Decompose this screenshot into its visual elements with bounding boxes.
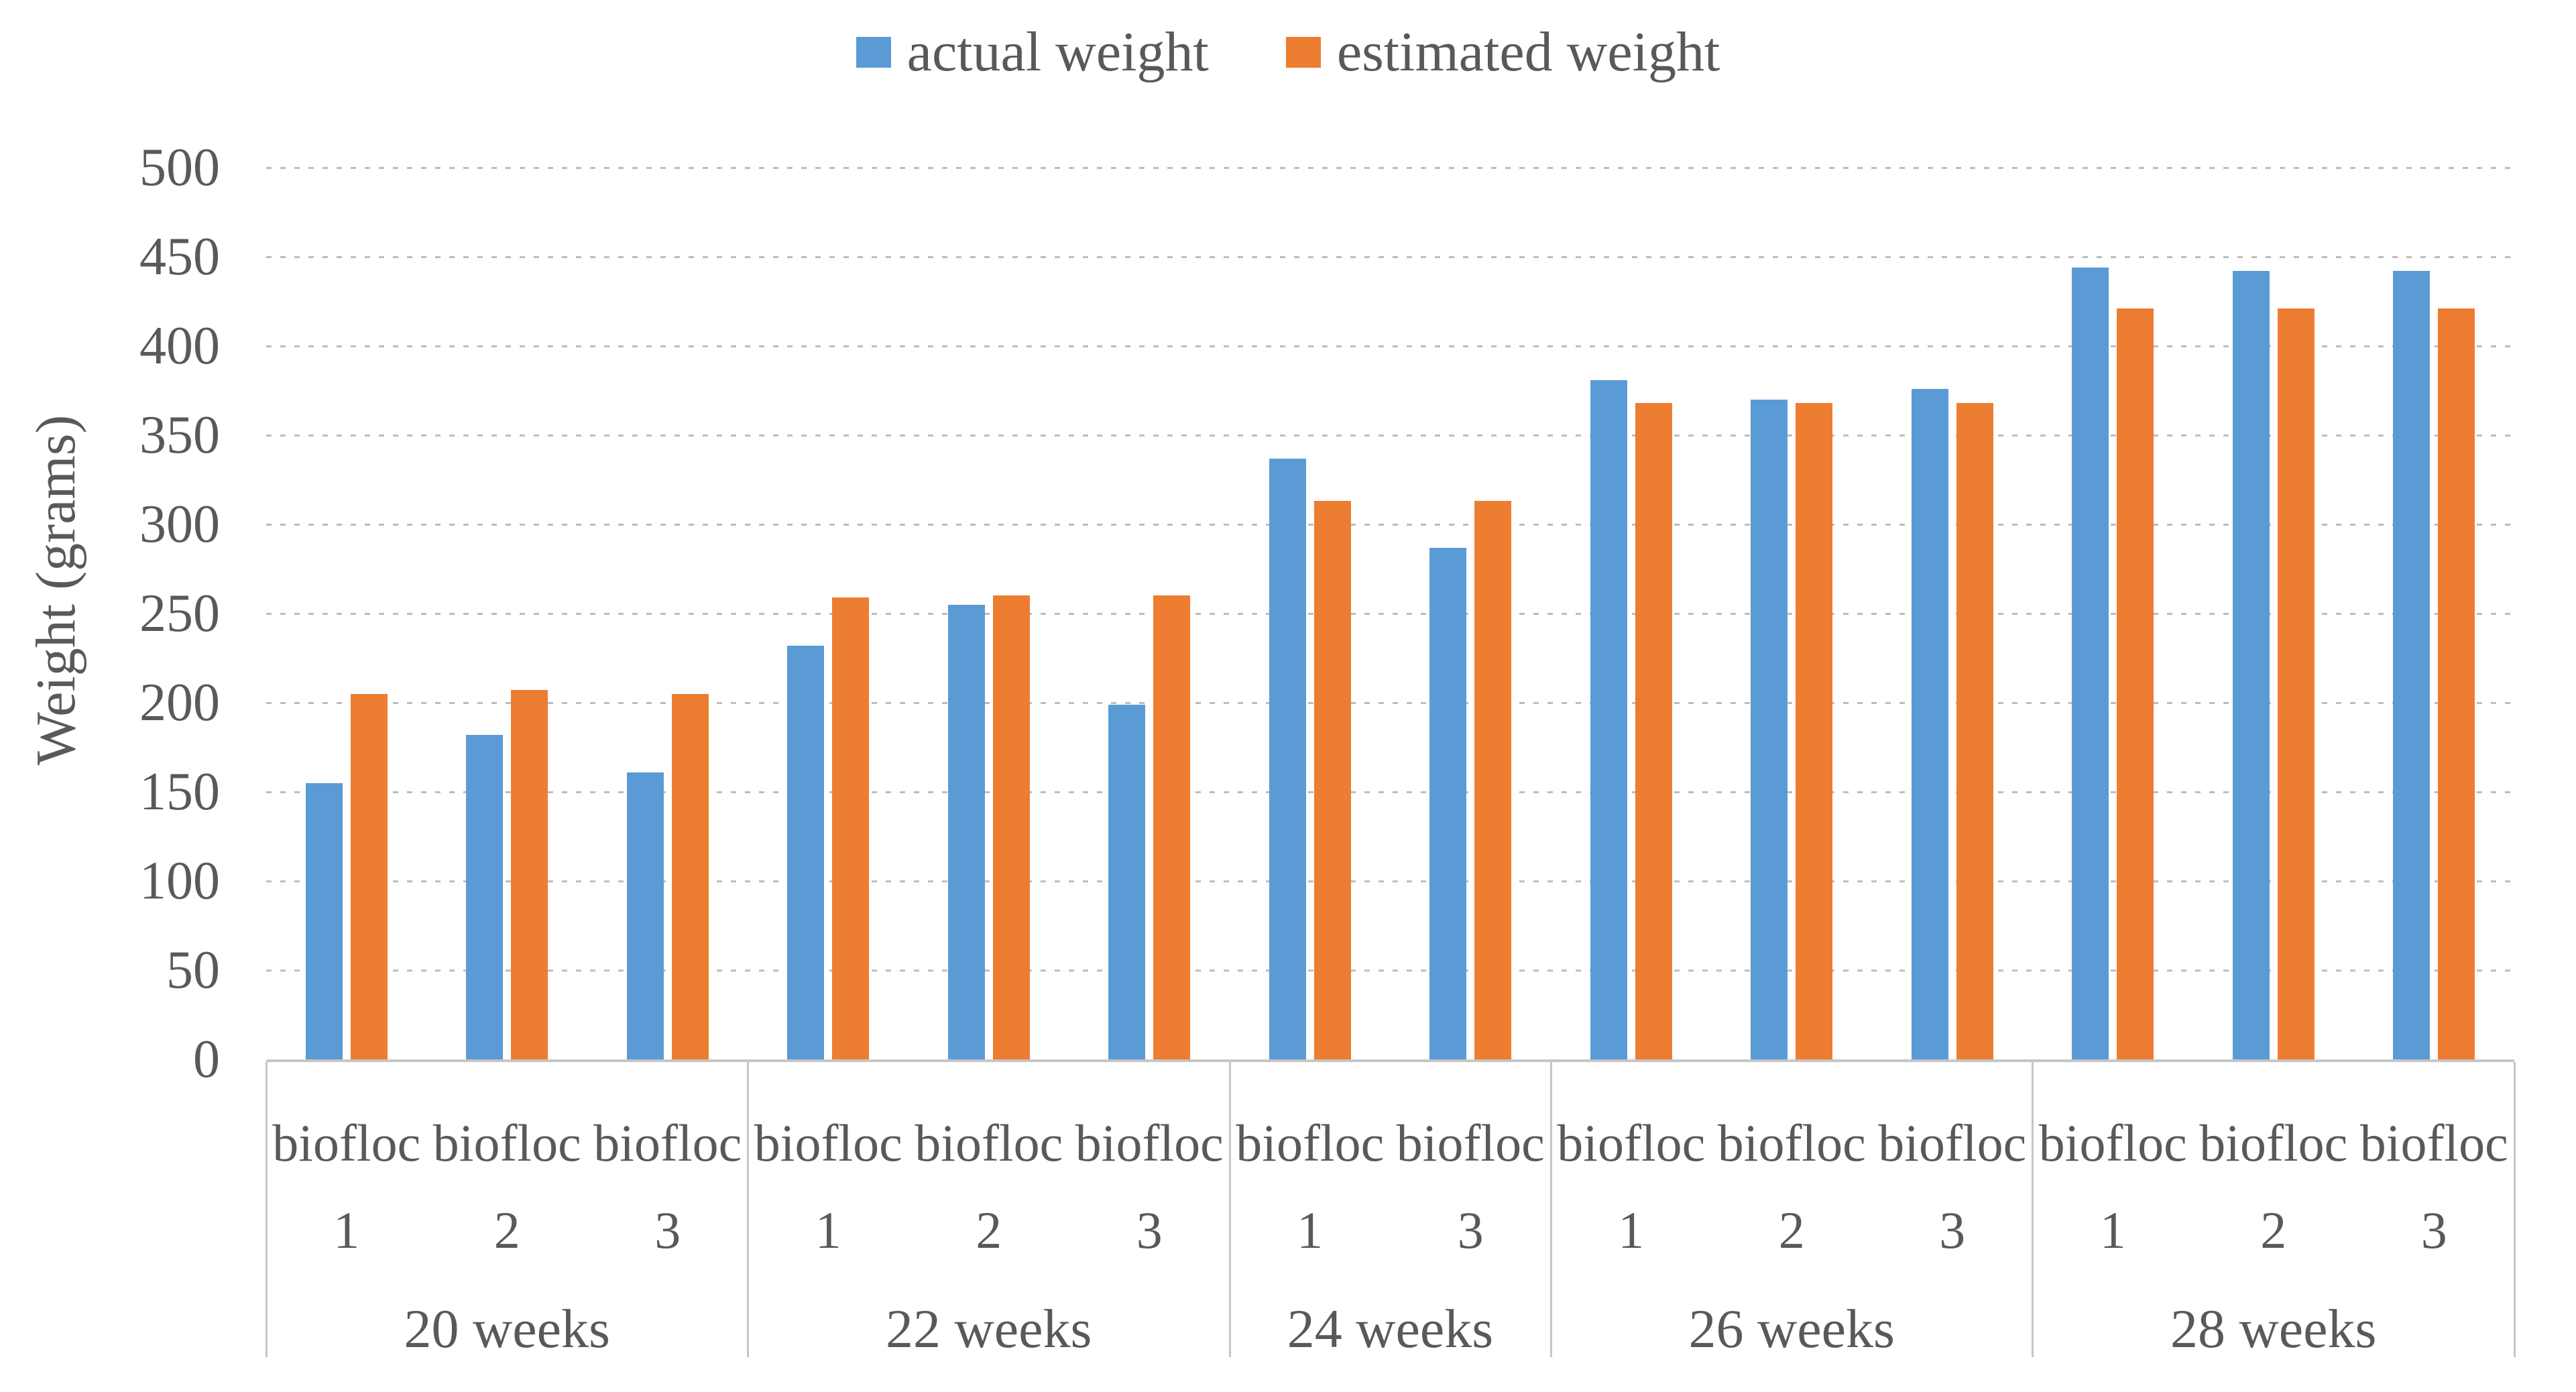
legend-swatch-actual-weight — [856, 37, 891, 68]
y-tick-label-100: 100 — [139, 852, 220, 911]
x-number-24-weeks-1: 1 — [1297, 1201, 1324, 1259]
bar-actual-weight-22-weeks-biofloc-3 — [1108, 704, 1146, 1059]
gridline-400 — [266, 345, 2514, 347]
gridline-300 — [266, 523, 2514, 526]
legend: actual weight estimated weight — [0, 12, 2576, 93]
y-tick-label-150: 150 — [139, 762, 220, 821]
axis-separator-1 — [747, 1062, 749, 1357]
y-tick-label-350: 350 — [139, 406, 220, 465]
x-number-22-weeks-2: 2 — [976, 1201, 1002, 1259]
bar-actual-weight-26-weeks-biofloc-3 — [1911, 388, 1948, 1059]
bar-estimated-weight-28-weeks-biofloc-2 — [2277, 308, 2315, 1059]
y-tick-label-450: 450 — [139, 227, 220, 286]
x-group-label-24-weeks: 24 weeks — [1287, 1298, 1494, 1359]
legend-label-actual-weight: actual weight — [906, 21, 1209, 83]
legend-item-actual-weight: actual weight — [856, 24, 1209, 80]
axis-separator-2 — [1228, 1062, 1231, 1357]
x-group-label-22-weeks: 22 weeks — [886, 1298, 1092, 1359]
y-tick-label-200: 200 — [139, 673, 220, 732]
x-number-22-weeks-1: 1 — [815, 1201, 841, 1259]
bar-estimated-weight-22-weeks-biofloc-3 — [1153, 595, 1191, 1059]
bar-estimated-weight-22-weeks-biofloc-1 — [832, 597, 870, 1059]
x-number-20-weeks-3: 3 — [654, 1201, 681, 1259]
axis-separator-4 — [2032, 1062, 2034, 1357]
gridline-450 — [266, 255, 2514, 258]
x-label-20-weeks-biofloc-2: biofloc — [432, 1114, 581, 1172]
bar-estimated-weight-26-weeks-biofloc-3 — [1956, 403, 1993, 1059]
x-label-28-weeks-biofloc-2: biofloc — [2199, 1114, 2348, 1172]
bar-actual-weight-20-weeks-biofloc-3 — [626, 772, 664, 1059]
bar-actual-weight-28-weeks-biofloc-3 — [2393, 271, 2431, 1059]
x-label-26-weeks-biofloc-1: biofloc — [1557, 1114, 1706, 1172]
x-group-label-20-weeks: 20 weeks — [404, 1298, 610, 1359]
legend-item-estimated-weight: estimated weight — [1285, 21, 1720, 83]
bar-estimated-weight-26-weeks-biofloc-1 — [1635, 403, 1672, 1059]
x-label-22-weeks-biofloc-2: biofloc — [915, 1114, 1063, 1172]
x-axis-line — [266, 1059, 2514, 1062]
x-label-28-weeks-biofloc-1: biofloc — [2038, 1114, 2187, 1172]
bar-estimated-weight-24-weeks-biofloc-3 — [1474, 501, 1512, 1059]
x-label-22-weeks-biofloc-3: biofloc — [1075, 1114, 1224, 1172]
bar-actual-weight-22-weeks-biofloc-1 — [787, 645, 825, 1059]
x-number-22-weeks-3: 3 — [1136, 1201, 1163, 1259]
gridline-500 — [266, 166, 2514, 169]
bar-estimated-weight-24-weeks-biofloc-1 — [1313, 501, 1351, 1059]
gridline-200 — [266, 701, 2514, 704]
bar-actual-weight-24-weeks-biofloc-3 — [1429, 547, 1467, 1059]
axis-separator-5 — [2513, 1062, 2516, 1357]
x-number-24-weeks-3: 3 — [1457, 1201, 1484, 1259]
bar-estimated-weight-28-weeks-biofloc-1 — [2117, 308, 2154, 1059]
y-tick-label-250: 250 — [139, 584, 220, 643]
axis-separator-3 — [1549, 1062, 1552, 1357]
y-tick-label-0: 0 — [193, 1030, 220, 1089]
gridline-150 — [266, 791, 2514, 793]
gridline-100 — [266, 880, 2514, 882]
gridline-50 — [266, 969, 2514, 972]
bar-actual-weight-20-weeks-biofloc-2 — [466, 734, 504, 1059]
x-number-28-weeks-1: 1 — [2099, 1201, 2126, 1259]
x-group-label-28-weeks: 28 weeks — [2170, 1298, 2377, 1359]
x-number-28-weeks-2: 2 — [2260, 1201, 2287, 1259]
bar-actual-weight-20-weeks-biofloc-1 — [305, 782, 343, 1059]
x-number-26-weeks-3: 3 — [1939, 1201, 1966, 1259]
x-label-22-weeks-biofloc-1: biofloc — [754, 1114, 902, 1172]
bar-actual-weight-26-weeks-biofloc-2 — [1751, 399, 1788, 1059]
bar-estimated-weight-26-weeks-biofloc-2 — [1796, 403, 1833, 1059]
bar-estimated-weight-22-weeks-biofloc-2 — [992, 595, 1030, 1059]
gridline-250 — [266, 612, 2514, 615]
bar-actual-weight-22-weeks-biofloc-2 — [947, 604, 985, 1059]
bar-actual-weight-26-weeks-biofloc-1 — [1590, 380, 1627, 1059]
gridline-350 — [266, 434, 2514, 437]
axis-separator-0 — [265, 1062, 268, 1357]
y-tick-label-50: 50 — [166, 941, 220, 1000]
bar-estimated-weight-28-weeks-biofloc-3 — [2438, 308, 2475, 1059]
x-number-20-weeks-2: 2 — [493, 1201, 520, 1259]
x-number-26-weeks-2: 2 — [1778, 1201, 1805, 1259]
x-label-20-weeks-biofloc-1: biofloc — [272, 1114, 421, 1172]
y-tick-label-300: 300 — [139, 495, 220, 554]
x-label-20-weeks-biofloc-3: biofloc — [593, 1114, 742, 1172]
legend-label-estimated-weight: estimated weight — [1336, 21, 1720, 83]
y-tick-label-400: 400 — [139, 316, 220, 375]
bar-actual-weight-28-weeks-biofloc-2 — [2232, 271, 2270, 1059]
x-label-26-weeks-biofloc-2: biofloc — [1717, 1114, 1866, 1172]
x-number-20-weeks-1: 1 — [333, 1201, 360, 1259]
x-label-26-weeks-biofloc-3: biofloc — [1878, 1114, 2027, 1172]
bar-estimated-weight-20-weeks-biofloc-3 — [671, 693, 709, 1059]
x-group-label-26-weeks: 26 weeks — [1688, 1298, 1895, 1359]
x-number-28-weeks-3: 3 — [2420, 1201, 2447, 1259]
x-label-24-weeks-biofloc-3: biofloc — [1396, 1114, 1545, 1172]
x-number-26-weeks-1: 1 — [1618, 1201, 1645, 1259]
bar-actual-weight-24-weeks-biofloc-1 — [1269, 458, 1306, 1059]
x-label-24-weeks-biofloc-1: biofloc — [1236, 1114, 1385, 1172]
bar-estimated-weight-20-weeks-biofloc-2 — [511, 690, 548, 1059]
legend-swatch-estimated-weight — [1285, 37, 1321, 68]
y-tick-label-500: 500 — [139, 138, 220, 197]
x-label-28-weeks-biofloc-3: biofloc — [2359, 1114, 2508, 1172]
bar-actual-weight-28-weeks-biofloc-1 — [2072, 267, 2109, 1059]
bar-estimated-weight-20-weeks-biofloc-1 — [350, 693, 388, 1059]
